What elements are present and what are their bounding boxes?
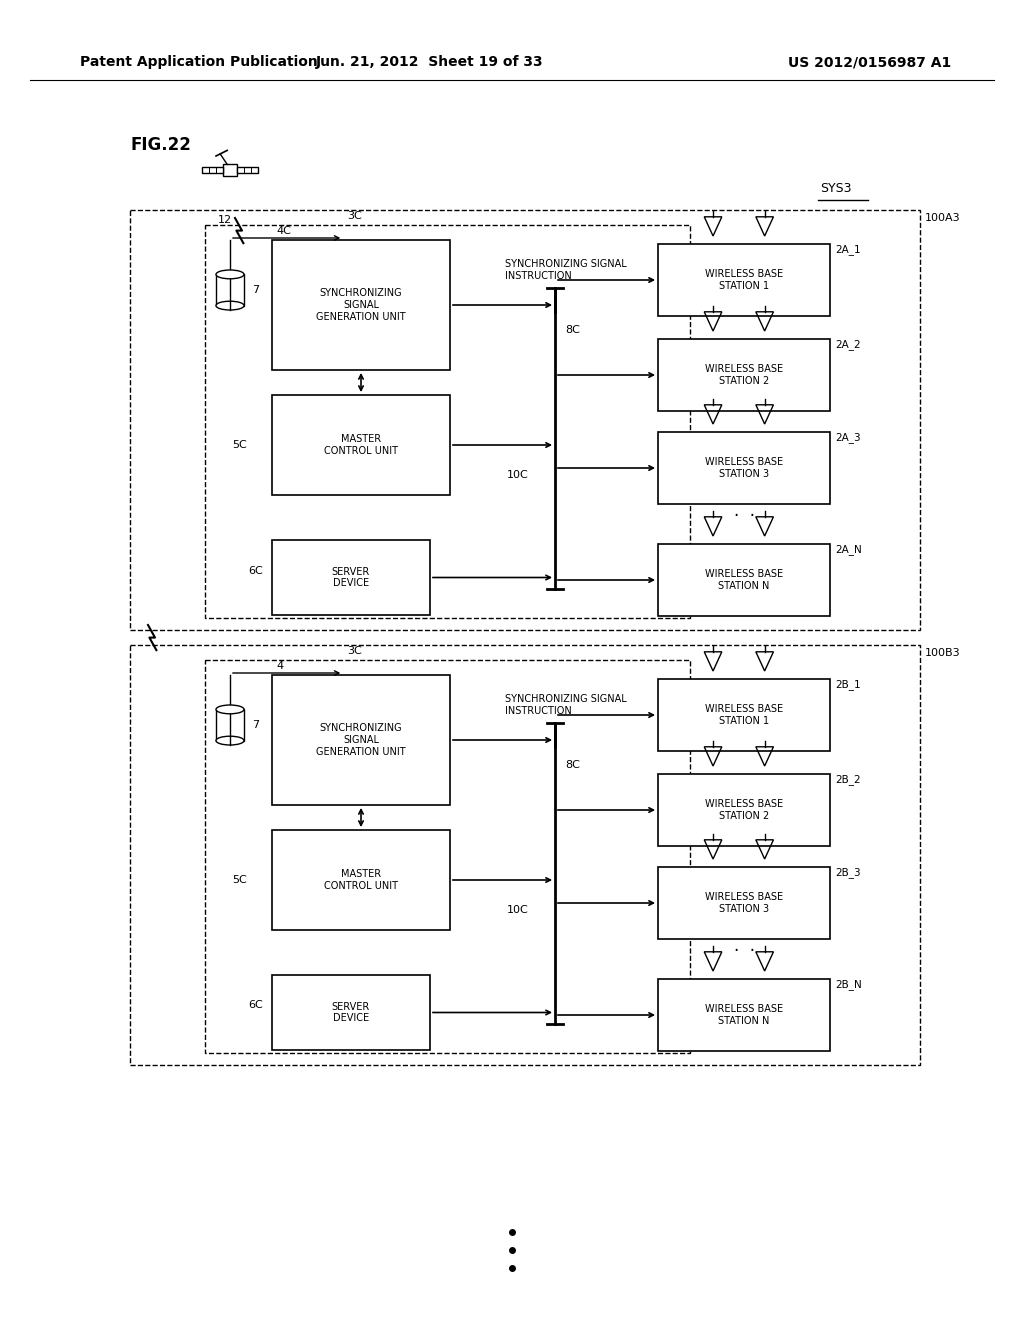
Text: 6C: 6C — [248, 1001, 263, 1011]
Text: WIRELESS BASE
STATION 2: WIRELESS BASE STATION 2 — [705, 364, 783, 385]
Text: MASTER
CONTROL UNIT: MASTER CONTROL UNIT — [324, 434, 398, 455]
Text: SYNCHRONIZING
SIGNAL
GENERATION UNIT: SYNCHRONIZING SIGNAL GENERATION UNIT — [316, 288, 406, 322]
Bar — [658, 544, 830, 616]
Text: 10C: 10C — [507, 470, 528, 480]
Text: 2B_2: 2B_2 — [835, 774, 860, 785]
Text: 8C: 8C — [565, 760, 580, 770]
Ellipse shape — [216, 301, 244, 310]
Bar — [658, 979, 830, 1051]
Text: 2B_3: 2B_3 — [835, 867, 860, 878]
Text: 4C: 4C — [276, 226, 291, 236]
Text: SYNCHRONIZING
SIGNAL
GENERATION UNIT: SYNCHRONIZING SIGNAL GENERATION UNIT — [316, 723, 406, 756]
Bar — [272, 540, 430, 615]
Text: 5C: 5C — [232, 875, 247, 884]
Text: 7: 7 — [252, 719, 259, 730]
Text: WIRELESS BASE
STATION 1: WIRELESS BASE STATION 1 — [705, 704, 783, 726]
Bar — [130, 210, 920, 630]
Ellipse shape — [216, 705, 244, 714]
Text: 7: 7 — [252, 285, 259, 294]
Text: 100B3: 100B3 — [925, 648, 961, 657]
Text: 2A_3: 2A_3 — [835, 432, 860, 444]
Text: 2A_N: 2A_N — [835, 544, 862, 554]
Text: WIRELESS BASE
STATION 3: WIRELESS BASE STATION 3 — [705, 892, 783, 913]
Bar — [272, 240, 450, 370]
Text: 3C: 3C — [347, 211, 362, 220]
Text: WIRELESS BASE
STATION N: WIRELESS BASE STATION N — [705, 569, 783, 591]
Text: SERVER
DEVICE: SERVER DEVICE — [332, 1002, 370, 1023]
Text: 8C: 8C — [565, 325, 580, 335]
Bar — [237, 168, 258, 173]
Bar — [205, 660, 690, 1053]
Text: 10C: 10C — [507, 906, 528, 915]
Bar — [272, 830, 450, 931]
Bar — [216, 275, 244, 306]
Bar — [216, 709, 244, 741]
Bar — [658, 678, 830, 751]
Text: 100A3: 100A3 — [925, 213, 961, 223]
Text: WIRELESS BASE
STATION 3: WIRELESS BASE STATION 3 — [705, 457, 783, 479]
Text: WIRELESS BASE
STATION 2: WIRELESS BASE STATION 2 — [705, 799, 783, 821]
Text: US 2012/0156987 A1: US 2012/0156987 A1 — [788, 55, 951, 69]
Text: WIRELESS BASE
STATION N: WIRELESS BASE STATION N — [705, 1005, 783, 1026]
Bar — [272, 975, 430, 1049]
Text: SYS3: SYS3 — [820, 181, 852, 194]
Bar — [130, 645, 920, 1065]
Bar — [223, 165, 237, 176]
Text: ·  ·: · · — [733, 942, 755, 960]
Text: MASTER
CONTROL UNIT: MASTER CONTROL UNIT — [324, 869, 398, 891]
Text: SYNCHRONIZING SIGNAL
INSTRUCTION: SYNCHRONIZING SIGNAL INSTRUCTION — [505, 259, 627, 281]
Text: 4: 4 — [276, 661, 283, 671]
Text: ·  ·: · · — [733, 507, 755, 525]
Bar — [202, 168, 223, 173]
Bar — [272, 675, 450, 805]
Text: 2A_2: 2A_2 — [835, 339, 860, 350]
Text: 2A_1: 2A_1 — [835, 244, 860, 255]
Text: 6C: 6C — [248, 565, 263, 576]
Ellipse shape — [216, 271, 244, 279]
Bar — [658, 244, 830, 315]
Bar — [658, 774, 830, 846]
Text: 2B_1: 2B_1 — [835, 678, 860, 690]
Text: 12: 12 — [218, 215, 232, 224]
Ellipse shape — [216, 737, 244, 744]
Bar — [205, 224, 690, 618]
Bar — [272, 395, 450, 495]
Text: SERVER
DEVICE: SERVER DEVICE — [332, 566, 370, 589]
Text: 3C: 3C — [347, 645, 362, 656]
Text: FIG.22: FIG.22 — [130, 136, 190, 154]
Text: SYNCHRONIZING SIGNAL
INSTRUCTION: SYNCHRONIZING SIGNAL INSTRUCTION — [505, 694, 627, 715]
Text: WIRELESS BASE
STATION 1: WIRELESS BASE STATION 1 — [705, 269, 783, 290]
Bar — [658, 432, 830, 504]
Bar — [658, 867, 830, 939]
Text: Patent Application Publication: Patent Application Publication — [80, 55, 317, 69]
Bar — [658, 339, 830, 411]
Text: 2B_N: 2B_N — [835, 979, 862, 990]
Text: Jun. 21, 2012  Sheet 19 of 33: Jun. 21, 2012 Sheet 19 of 33 — [316, 55, 544, 69]
Text: 5C: 5C — [232, 440, 247, 450]
